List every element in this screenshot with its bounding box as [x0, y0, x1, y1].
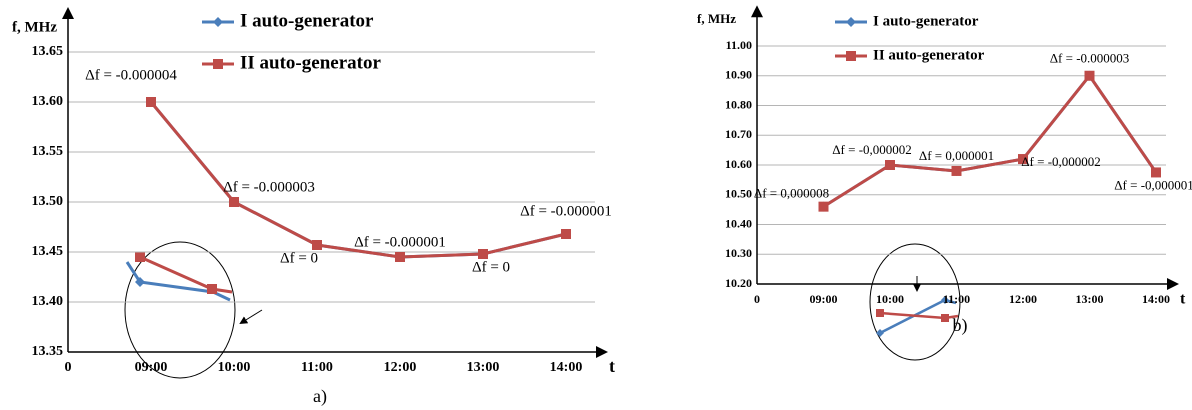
- series-line: [822, 73, 1158, 208]
- marker: [818, 201, 829, 212]
- legend-marker: [846, 51, 856, 61]
- legend-label: II auto-generator: [240, 52, 381, 73]
- annotation: Δf = -0,000002: [1021, 154, 1101, 169]
- y-tick-label: 13.60: [32, 94, 64, 109]
- annotation: Δf = 0,000001: [919, 148, 994, 163]
- annotation: Δf = -0,000001: [1114, 177, 1192, 192]
- marker: [146, 97, 156, 107]
- x-tick-label: 13:00: [1076, 292, 1104, 306]
- y-tick-label: 10.50: [725, 187, 752, 201]
- annotation: Δf = 0: [472, 259, 510, 275]
- marker: [1084, 70, 1095, 81]
- y-axis-label: f, MHz: [12, 19, 57, 35]
- x-tick-label: 11:00: [943, 292, 970, 306]
- x-tick-label: 12:00: [384, 360, 417, 375]
- legend-label: I auto-generator: [240, 10, 374, 31]
- legend-label: II auto-generator: [873, 47, 985, 63]
- annotation: Δf = 0: [280, 250, 318, 266]
- marker: [478, 249, 488, 259]
- origin-label: 0: [65, 360, 72, 375]
- legend-marker: [846, 17, 856, 27]
- annotation: Δf = -0.000003: [1050, 51, 1130, 66]
- marker: [1018, 154, 1028, 165]
- x-tick-label: 10:00: [218, 360, 251, 375]
- x-tick-label: 10:00: [876, 292, 904, 306]
- legend-label: I auto-generator: [873, 13, 979, 29]
- inset: [869, 243, 961, 361]
- caption: b): [953, 315, 968, 336]
- marker: [229, 197, 239, 207]
- y-tick-label: 11.00: [726, 38, 752, 52]
- y-tick-label: 10.30: [725, 246, 752, 260]
- x-tick-label: 14:00: [550, 360, 583, 375]
- marker: [561, 229, 571, 239]
- y-axis-label: f, MHz: [697, 11, 736, 26]
- annotation: Δf = -0.000003: [223, 179, 315, 195]
- x-tick-label: 09:00: [135, 360, 168, 375]
- annotation: Δf = -0.000001: [520, 203, 612, 219]
- y-tick-label: 13.35: [32, 344, 64, 359]
- y-tick-label: 10.40: [725, 216, 752, 230]
- marker: [951, 165, 962, 176]
- y-tick-label: 10.60: [725, 157, 752, 171]
- inset: [124, 241, 263, 379]
- marker: [395, 252, 405, 262]
- annotation: Δf = -0.000001: [354, 234, 446, 250]
- series-line: [149, 101, 567, 259]
- y-tick-label: 10.80: [725, 97, 752, 111]
- caption: a): [313, 386, 327, 407]
- y-tick-label: 13.40: [32, 294, 64, 309]
- annotation: Δf = -0.000004: [85, 67, 177, 83]
- y-tick-label: 13.45: [32, 244, 64, 259]
- annotation: Δf = 0,000008: [754, 186, 829, 201]
- legend-marker: [213, 59, 223, 69]
- x-axis-label: t: [1180, 291, 1186, 308]
- y-tick-label: 13.55: [32, 144, 64, 159]
- y-tick-label: 13.65: [32, 44, 64, 59]
- x-tick-label: 12:00: [1009, 292, 1037, 306]
- y-tick-label: 10.90: [725, 68, 752, 82]
- x-tick-label: 09:00: [810, 292, 838, 306]
- x-tick-label: 13:00: [467, 360, 500, 375]
- y-tick-label: 13.50: [32, 194, 64, 209]
- annotation: Δf = -0,000002: [832, 142, 912, 157]
- legend-marker: [213, 17, 223, 27]
- origin-label: 0: [754, 292, 760, 306]
- y-tick-label: 10.20: [725, 276, 752, 290]
- marker: [885, 160, 895, 170]
- x-tick-label: 11:00: [301, 360, 333, 375]
- marker: [1151, 167, 1161, 178]
- marker: [312, 240, 322, 250]
- x-tick-label: 14:00: [1142, 292, 1170, 306]
- y-tick-label: 10.70: [725, 127, 752, 141]
- x-axis-label: t: [609, 356, 615, 376]
